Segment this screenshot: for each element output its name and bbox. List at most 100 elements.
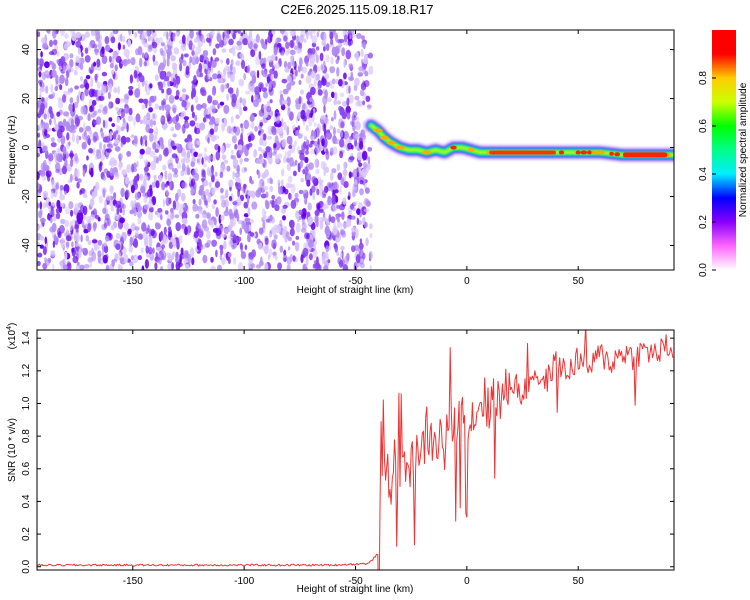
noise-speck (166, 87, 172, 96)
noise-speck (195, 223, 201, 232)
noise-speck (115, 106, 119, 111)
noise-speck (59, 194, 66, 201)
noise-speck (128, 245, 134, 253)
noise-speck (271, 228, 277, 236)
noise-speck (297, 125, 301, 131)
noise-speck (51, 69, 57, 78)
noise-speck (130, 134, 135, 139)
noise-speck (330, 56, 334, 65)
noise-speck (331, 78, 336, 85)
noise-speck (78, 57, 85, 65)
noise-speck (37, 31, 41, 38)
noise-speck (207, 166, 210, 177)
noise-speck (153, 60, 159, 66)
noise-speck (115, 97, 121, 105)
noise-speck (300, 228, 307, 233)
noise-speck (131, 163, 135, 173)
noise-speck (355, 254, 361, 264)
signal-hot-band (489, 150, 556, 155)
noise-speck (243, 119, 250, 130)
noise-speck (153, 174, 157, 180)
noise-speck (241, 186, 244, 192)
noise-speck (145, 245, 150, 254)
top-y-ticks: -40 -20 0 20 40 (21, 44, 674, 253)
noise-speck (228, 179, 234, 188)
noise-speck (205, 212, 211, 219)
noise-speck (315, 46, 320, 51)
noise-speck (228, 195, 233, 202)
noise-speck (359, 89, 365, 97)
noise-speck (286, 82, 292, 91)
noise-speck (78, 127, 84, 133)
noise-speck (193, 172, 199, 182)
noise-speck (162, 50, 166, 56)
noise-speck (173, 47, 180, 55)
noise-speck (201, 102, 207, 109)
noise-speck (297, 65, 301, 73)
noise-speck (87, 113, 91, 122)
noise-speck (309, 97, 313, 103)
noise-speck (255, 56, 260, 66)
noise-speck (64, 219, 70, 228)
noise-speck (332, 30, 336, 36)
noise-speck (348, 30, 354, 37)
noise-speck (333, 99, 337, 106)
noise-speck (278, 45, 283, 53)
noise-speck (292, 124, 296, 131)
noise-speck (299, 160, 304, 169)
noise-speck (265, 82, 269, 88)
noise-speck (104, 36, 110, 45)
noise-speck (298, 209, 304, 216)
noise-speck (148, 99, 152, 107)
noise-speck (78, 248, 82, 258)
noise-speck (49, 39, 53, 48)
noise-speck (356, 33, 362, 39)
noise-speck (115, 243, 121, 250)
noise-speck (196, 103, 202, 111)
noise-speck (97, 40, 102, 50)
noise-speck (179, 252, 185, 260)
noise-speck (178, 56, 184, 64)
noise-speck (227, 87, 234, 94)
x-tick-label: 0 (464, 276, 470, 287)
noise-speck (208, 181, 212, 188)
noise-speck (69, 220, 74, 231)
signal-hotspot (575, 150, 581, 155)
noise-speck (74, 242, 79, 247)
noise-speck (289, 49, 296, 55)
noise-speck (181, 100, 187, 108)
noise-speck (286, 157, 291, 163)
noise-speck (259, 83, 263, 89)
noise-speck (203, 153, 208, 163)
noise-speck (123, 48, 130, 58)
noise-speck (137, 255, 142, 261)
noise-speck (120, 108, 125, 119)
noise-speck (39, 86, 42, 96)
noise-speck (202, 244, 206, 249)
noise-speck (97, 254, 101, 264)
noise-speck (130, 200, 135, 208)
noise-speck (47, 30, 51, 35)
noise-speck (359, 238, 363, 244)
noise-speck (322, 46, 326, 52)
noise-speck (198, 239, 202, 249)
noise-speck (363, 80, 370, 87)
noise-speck (351, 230, 356, 237)
noise-speck (347, 142, 353, 150)
noise-speck (230, 73, 235, 83)
noise-speck (45, 97, 49, 103)
noise-speck (44, 258, 50, 266)
noise-speck (255, 33, 260, 43)
noise-speck (163, 124, 167, 131)
noise-speck (167, 162, 174, 170)
noise-speck (167, 172, 173, 183)
noise-speck (221, 145, 225, 155)
noise-speck (236, 236, 242, 242)
noise-speck (190, 178, 196, 187)
noise-speck (154, 148, 159, 153)
noise-speck (61, 165, 67, 175)
noise-speck (197, 157, 202, 166)
noise-speck (220, 187, 224, 194)
noise-speck (165, 210, 169, 215)
noise-speck (83, 107, 87, 115)
